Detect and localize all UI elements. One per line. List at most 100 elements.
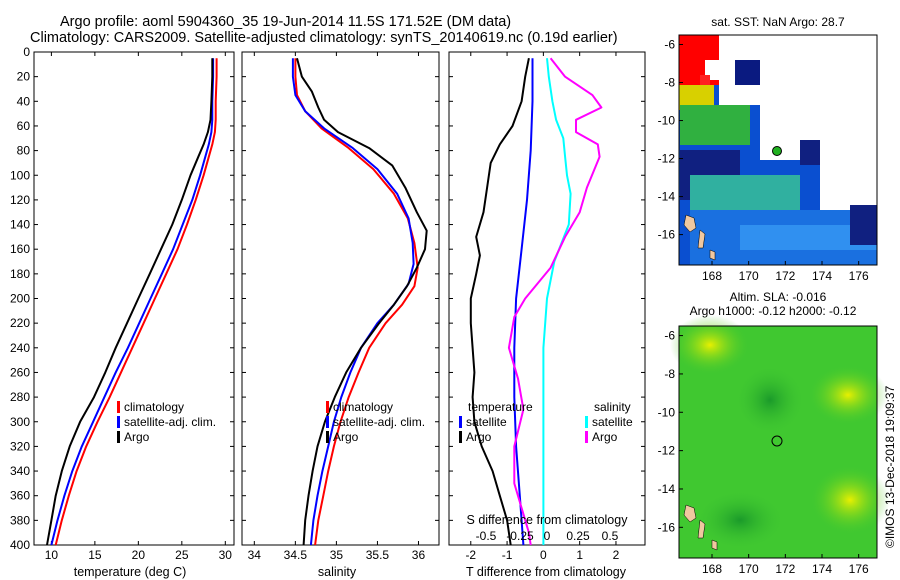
island-shape — [711, 539, 718, 551]
legend-label-t-argo: Argo — [466, 430, 492, 444]
y-tick-label: 80 — [17, 144, 31, 158]
sla-map — [670, 315, 890, 559]
series-line-argo — [296, 57, 428, 546]
salinity-legend: climatology satellite-adj. clim. Argo — [326, 400, 425, 444]
y-tick-label: 360 — [10, 489, 30, 503]
sla-map-frame — [678, 325, 878, 559]
sst-missing-data — [820, 160, 877, 210]
series-line-t-satellite — [513, 58, 534, 546]
y-tick-label: 340 — [10, 464, 30, 478]
salinity-panel: 34 34.5 35 35.5 36 — [241, 51, 440, 562]
y-tick-label: 280 — [10, 390, 30, 404]
s-tick-label: 0.25 — [566, 529, 590, 543]
sst-cool-patch — [850, 205, 877, 245]
x-tick-label: 36 — [412, 548, 426, 562]
sst-missing-data — [705, 60, 730, 80]
legend-label-s-satellite: satellite — [592, 415, 633, 429]
map-x-tick-label: 172 — [775, 269, 795, 283]
map-y-tick-label: -14 — [658, 482, 676, 496]
map-x-tick-label: 176 — [849, 562, 869, 576]
legend-label-satellite: satellite-adj. clim. — [333, 415, 425, 429]
sla-low-anomaly — [695, 490, 785, 550]
y-tick-label: 320 — [10, 439, 30, 453]
series-line-climatology — [294, 58, 419, 546]
x-tick-label: 2 — [613, 548, 620, 562]
x-tick-label: 35 — [330, 548, 344, 562]
map-y-tick-label: -12 — [658, 152, 676, 166]
x-tick-label: 30 — [219, 548, 233, 562]
sla-map-title-1: Altim. SLA: -0.016 — [730, 290, 827, 304]
map-x-tick-label: 174 — [812, 269, 832, 283]
map-y-tick-label: -16 — [658, 520, 676, 534]
sst-map-ticks: 168 170 172 174 176 -6 -8 -10 -12 -14 -16 — [658, 38, 869, 283]
sst-green-band — [680, 105, 750, 145]
series-line-climatology — [54, 58, 218, 546]
map-y-tick-label: -6 — [664, 38, 675, 52]
series-line-s-satellite — [542, 58, 572, 545]
sst-cool-patch — [735, 60, 760, 85]
map-x-tick-label: 174 — [812, 562, 832, 576]
x-tick-label: 15 — [88, 548, 102, 562]
legend-title-temperature: temperature — [468, 400, 533, 414]
map-y-tick-label: -10 — [658, 405, 676, 419]
y-tick-label: 180 — [10, 267, 30, 281]
title-line-1: Argo profile: aoml 5904360_35 19-Jun-201… — [60, 14, 511, 30]
map-y-tick-label: -16 — [658, 228, 676, 242]
sla-high-anomaly — [808, 365, 888, 425]
sst-cool-patch — [800, 140, 820, 165]
legend-swatch-climatology — [117, 401, 120, 413]
map-y-tick-label: -12 — [658, 444, 676, 458]
map-y-tick-label: -14 — [658, 190, 676, 204]
y-tick-label: 300 — [10, 415, 30, 429]
sst-map-frame — [678, 34, 878, 266]
plot-frame — [241, 51, 440, 546]
legend-swatch-t-satellite — [459, 416, 462, 428]
x-tick-label: 25 — [175, 548, 189, 562]
map-x-tick-label: 176 — [849, 269, 869, 283]
y-tick-label: 380 — [10, 513, 30, 527]
legend-label-t-satellite: satellite — [466, 415, 507, 429]
y-tick-label: 40 — [17, 94, 31, 108]
x-tick-label: 20 — [132, 548, 146, 562]
s-tick-label: 0 — [544, 529, 551, 543]
s-tick-label: -0.5 — [476, 529, 497, 543]
series-line-satellite-adj-clim- — [50, 58, 215, 546]
sst-map-title: sat. SST: NaN Argo: 28.7 — [711, 15, 845, 29]
y-tick-label: 260 — [10, 365, 30, 379]
legend-label-argo: Argo — [333, 430, 359, 444]
y-tick-label: 140 — [10, 218, 30, 232]
legend-swatch-argo — [326, 431, 329, 443]
legend-swatch-s-satellite — [585, 416, 588, 428]
title-line-2: Climatology: CARS2009. Satellite-adjuste… — [30, 30, 618, 46]
temperature-panel: 0 20 40 60 80 100 120 140 160 180 200 220 240 260 280 3… — [10, 45, 235, 562]
y-tick-label: 400 — [10, 538, 30, 552]
y-tick-label: 220 — [10, 316, 30, 330]
legend-label-argo: Argo — [124, 430, 150, 444]
x-tick-label: 10 — [45, 548, 59, 562]
y-tick-label: 100 — [10, 168, 30, 182]
y-tick-label: 120 — [10, 193, 30, 207]
legend-swatch-argo — [117, 431, 120, 443]
x-tick-label: -1 — [502, 548, 513, 562]
t-difference-xlabel: T difference from climatology — [466, 565, 627, 579]
y-tick-label: 60 — [17, 119, 31, 133]
map-y-tick-label: -6 — [664, 329, 675, 343]
y-tick-label: 200 — [10, 292, 30, 306]
map-y-tick-label: -10 — [658, 114, 676, 128]
y-tick-label: 0 — [23, 45, 30, 59]
s-difference-label: S difference from climatology — [467, 513, 629, 527]
y-tick-label: 160 — [10, 242, 30, 256]
temperature-xlabel: temperature (deg C) — [74, 565, 187, 579]
map-x-tick-label: 168 — [702, 269, 722, 283]
y-tick-label: 240 — [10, 341, 30, 355]
legend-swatch-climatology — [326, 401, 329, 413]
series-line-argo — [46, 58, 214, 546]
x-tick-label: 34.5 — [284, 548, 308, 562]
legend-swatch-satellite — [326, 416, 329, 428]
legend-label-satellite: satellite-adj. clim. — [124, 415, 216, 429]
temperature-legend: climatology satellite-adj. clim. Argo — [117, 400, 216, 444]
argo-location-marker — [771, 435, 783, 447]
sst-teal-band — [690, 175, 800, 215]
x-tick-label: 1 — [576, 548, 583, 562]
sst-map — [678, 34, 878, 266]
